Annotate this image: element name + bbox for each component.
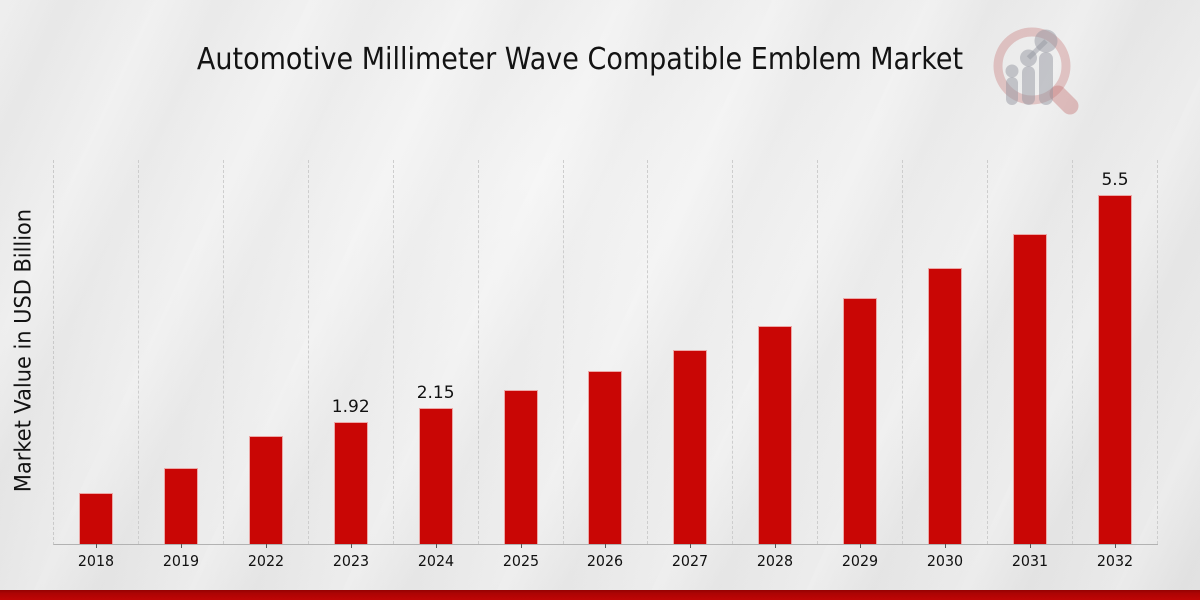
bar-2029 xyxy=(843,298,878,544)
x-axis-label-2032: 2032 xyxy=(1096,552,1134,570)
bottom-accent-band xyxy=(0,590,1200,600)
category-cell-2023: 1.92 2023 xyxy=(309,160,394,570)
bar-2018 xyxy=(78,493,113,544)
category-cell-2028: 2028 xyxy=(733,160,819,570)
magnifier-handle-icon xyxy=(1049,85,1079,115)
x-axis-label-2018: 2018 xyxy=(77,552,115,570)
category-cell-2026: 2026 xyxy=(564,160,649,570)
y-axis-label: Market Value in USD Billion xyxy=(11,208,37,493)
x-axis-tick xyxy=(95,544,97,548)
x-axis-tick xyxy=(265,544,267,548)
category-cell-2029: 2029 xyxy=(818,160,904,570)
bar-2023 xyxy=(333,422,368,544)
x-axis-tick xyxy=(180,544,182,548)
x-axis-label-2024: 2024 xyxy=(417,552,454,570)
category-cell-2022: 2022 xyxy=(224,160,309,570)
category-cell-2018: 2018 xyxy=(54,160,139,570)
x-axis-label-2019: 2019 xyxy=(162,552,200,570)
category-cell-2019: 2019 xyxy=(139,160,224,570)
chart-title: Automotive Millimeter Wave Compatible Em… xyxy=(196,42,964,77)
x-axis-label-2028: 2028 xyxy=(757,552,794,570)
bar-2032 xyxy=(1098,194,1133,544)
bar-2028 xyxy=(758,325,793,544)
x-axis-label-2025: 2025 xyxy=(502,552,539,570)
bar-value-label-2023: 1.92 xyxy=(331,397,370,418)
x-axis-label-2030: 2030 xyxy=(927,552,964,570)
plot-area: 2018 2019 2022 1.92 2023 2.15 2024 2025 2026 2027… xyxy=(53,160,1158,570)
x-axis-tick xyxy=(435,544,437,548)
bar-2027 xyxy=(673,349,708,544)
x-axis-label-2026: 2026 xyxy=(587,552,624,570)
bar-2026 xyxy=(588,371,623,544)
category-cell-2024: 2.15 2024 xyxy=(394,160,479,570)
bar-2031 xyxy=(1013,233,1048,544)
x-axis-tick xyxy=(520,544,522,548)
category-cell-2032: 5.5 2032 xyxy=(1073,160,1158,570)
bar-2030 xyxy=(928,267,963,544)
bar-2022 xyxy=(248,436,283,544)
category-cell-2030: 2030 xyxy=(903,160,989,570)
bar-2025 xyxy=(503,390,538,544)
logo-trend-line-icon xyxy=(1026,39,1048,60)
magnifier-chart-logo xyxy=(993,27,1079,115)
x-axis-tick xyxy=(1115,544,1117,548)
x-axis-tick xyxy=(605,544,607,548)
x-axis-label-2029: 2029 xyxy=(842,552,879,570)
category-cell-2031: 2031 xyxy=(988,160,1074,570)
x-axis-label-2023: 2023 xyxy=(332,552,369,570)
x-axis-tick xyxy=(860,544,862,548)
x-axis-tick xyxy=(945,544,947,548)
x-axis-label-2022: 2022 xyxy=(247,552,284,570)
x-axis-label-2027: 2027 xyxy=(672,552,709,570)
x-axis-tick xyxy=(1030,544,1032,548)
category-cell-2027: 2027 xyxy=(648,160,734,570)
bar-value-label-2024: 2.15 xyxy=(416,382,455,403)
bar-value-label-2032: 5.5 xyxy=(1101,169,1129,190)
x-axis-tick xyxy=(690,544,692,548)
x-axis-label-2031: 2031 xyxy=(1011,552,1049,570)
x-axis-tick xyxy=(350,544,352,548)
x-axis-tick xyxy=(775,544,777,548)
bar-2024 xyxy=(418,407,453,544)
category-cell-2025: 2025 xyxy=(479,160,564,570)
bar-2019 xyxy=(163,467,198,544)
